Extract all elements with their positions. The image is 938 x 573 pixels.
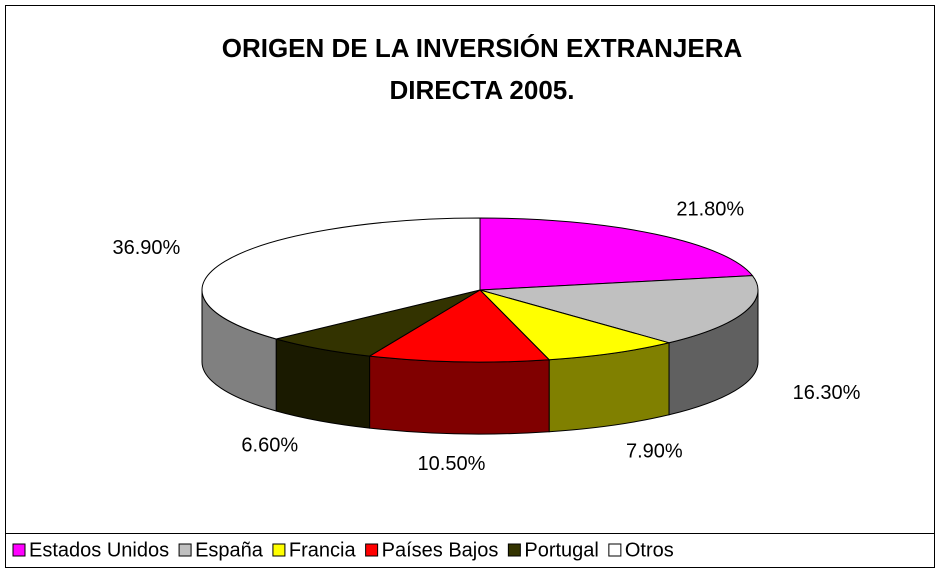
data-label: 21.80% <box>676 199 744 221</box>
pie-slice <box>478 289 672 361</box>
data-label: 16.30% <box>793 382 861 404</box>
legend-swatch <box>507 543 521 557</box>
pie-wall <box>369 355 550 435</box>
pie-slice <box>368 289 551 363</box>
chart-title: ORIGEN DE LA INVERSIÓN EXTRANJERA DIRECTA… <box>222 33 743 105</box>
legend-box <box>5 533 935 568</box>
data-label: 7.90% <box>626 441 683 463</box>
pie-walls <box>201 289 759 435</box>
legend-label: Francia <box>289 539 357 561</box>
legend-label: España <box>195 539 264 561</box>
legend-swatch <box>178 543 192 557</box>
legend-swatch <box>608 543 622 557</box>
pie-slice <box>479 275 759 344</box>
data-label: 36.90% <box>112 237 180 259</box>
legend-swatch <box>272 543 286 557</box>
legend-swatch <box>365 543 379 557</box>
pie-slice <box>479 217 754 291</box>
legend-swatch <box>12 543 26 557</box>
data-label: 10.50% <box>418 453 486 475</box>
pie-slice <box>274 289 481 357</box>
legend-label: Otros <box>625 539 674 561</box>
legend-label: Portugal <box>524 539 599 561</box>
data-label: 6.60% <box>241 434 298 456</box>
legend-label: Países Bajos <box>382 539 499 561</box>
legend-label: Estados Unidos <box>29 539 169 561</box>
pie-slice <box>201 217 481 340</box>
